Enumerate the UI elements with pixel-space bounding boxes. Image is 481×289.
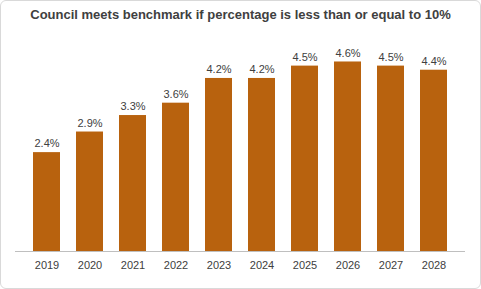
html-text:Council meets benchmark if per: Council meets benchmark if percentage is… bbox=[30, 7, 451, 22]
svg-text:3.3%: 3.3% bbox=[120, 100, 145, 112]
svg-text:2028: 2028 bbox=[422, 259, 446, 271]
svg-text:2024: 2024 bbox=[250, 259, 274, 271]
svg-text:2.4%: 2.4% bbox=[34, 137, 59, 149]
svg-text:4.5%: 4.5% bbox=[378, 51, 403, 63]
svg-text:2019: 2019 bbox=[35, 259, 59, 271]
svg-text:2026: 2026 bbox=[336, 259, 360, 271]
svg-text:2022: 2022 bbox=[164, 259, 188, 271]
svg-text:2023: 2023 bbox=[207, 259, 231, 271]
svg-text:2020: 2020 bbox=[78, 259, 102, 271]
svg-text:2025: 2025 bbox=[293, 259, 317, 271]
svg-text:4.5%: 4.5% bbox=[292, 51, 317, 63]
svg-text:4.4%: 4.4% bbox=[421, 55, 446, 67]
svg-text:4.2%: 4.2% bbox=[249, 63, 274, 75]
svg-text:4.2%: 4.2% bbox=[206, 63, 231, 75]
svg-text:2.9%: 2.9% bbox=[77, 117, 102, 129]
svg-text:2021: 2021 bbox=[121, 259, 145, 271]
svg-text:3.6%: 3.6% bbox=[163, 88, 188, 100]
svg-text:4.6%: 4.6% bbox=[335, 47, 360, 59]
svg-text:2027: 2027 bbox=[379, 259, 403, 271]
